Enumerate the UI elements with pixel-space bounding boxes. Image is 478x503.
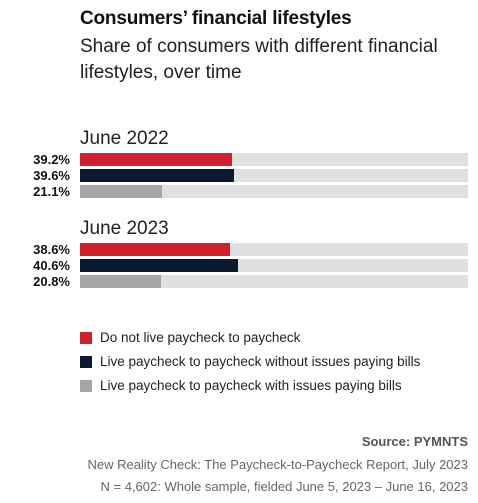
chart-subtitle: Share of consumers with different financ… [80,36,438,83]
bar-row: 21.1% [0,185,478,198]
bar [80,243,230,256]
legend-swatch [80,356,92,368]
legend-label: Live paycheck to paycheck with issues pa… [100,378,402,393]
bar-track [80,243,468,256]
report-note: New Reality Check: The Paycheck-to-Paych… [87,457,468,472]
bar [80,185,162,198]
sample-note: N = 4,602: Whole sample, fielded June 5,… [100,479,468,494]
bar-track [80,185,468,198]
bar-row: 39.6% [0,169,478,182]
bar-row: 20.8% [0,275,478,288]
source-label: Source: PYMNTS [361,434,468,449]
legend-swatch [80,380,92,392]
data-label: 39.2% [33,152,70,167]
bar [80,259,238,272]
bar [80,169,234,182]
bar-row: 39.2% [0,153,478,166]
data-label: 20.8% [33,274,70,289]
data-label: 38.6% [33,242,70,257]
data-label: 39.6% [33,168,70,183]
chart-title: Consumers’ financial lifestyles [80,8,352,29]
legend-label: Do not live paycheck to paycheck [100,330,301,345]
bar-track [80,153,468,166]
bar-track [80,169,468,182]
bar [80,153,233,166]
data-label: 21.1% [33,184,70,199]
bar-track [80,275,468,288]
bar-row: 40.6% [0,259,478,272]
legend-label: Live paycheck to paycheck without issues… [100,354,421,369]
group-label-2: June 2023 [80,218,169,239]
legend-swatch [80,332,92,344]
group-label-1: June 2022 [80,128,169,149]
bar [80,275,161,288]
bar-track [80,259,468,272]
bar-row: 38.6% [0,243,478,256]
data-label: 40.6% [33,258,70,273]
